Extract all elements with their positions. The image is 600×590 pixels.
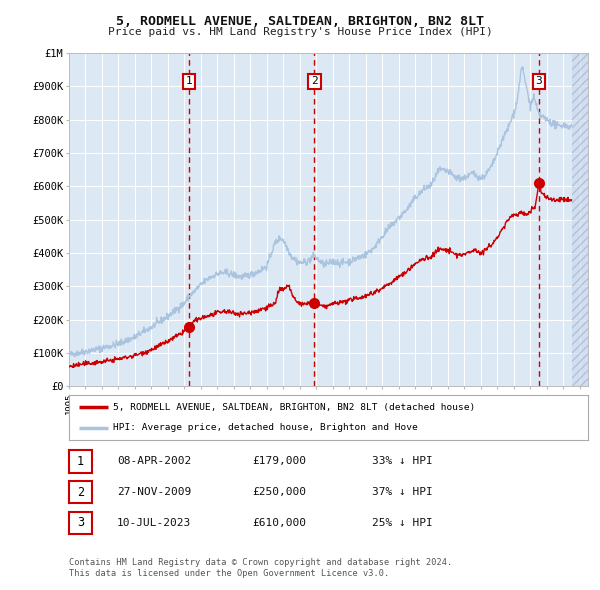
Text: 37% ↓ HPI: 37% ↓ HPI xyxy=(372,487,433,497)
Text: 2: 2 xyxy=(77,486,84,499)
Text: 1: 1 xyxy=(185,77,192,86)
Text: £250,000: £250,000 xyxy=(252,487,306,497)
Text: 27-NOV-2009: 27-NOV-2009 xyxy=(117,487,191,497)
Text: Price paid vs. HM Land Registry's House Price Index (HPI): Price paid vs. HM Land Registry's House … xyxy=(107,27,493,37)
Text: 2: 2 xyxy=(311,77,318,86)
Text: £610,000: £610,000 xyxy=(252,518,306,527)
Text: HPI: Average price, detached house, Brighton and Hove: HPI: Average price, detached house, Brig… xyxy=(113,423,418,432)
Text: 33% ↓ HPI: 33% ↓ HPI xyxy=(372,457,433,466)
Text: 10-JUL-2023: 10-JUL-2023 xyxy=(117,518,191,527)
Text: Contains HM Land Registry data © Crown copyright and database right 2024.: Contains HM Land Registry data © Crown c… xyxy=(69,558,452,566)
Text: 5, RODMELL AVENUE, SALTDEAN, BRIGHTON, BN2 8LT: 5, RODMELL AVENUE, SALTDEAN, BRIGHTON, B… xyxy=(116,15,484,28)
Text: 3: 3 xyxy=(77,516,84,529)
Text: 3: 3 xyxy=(536,77,542,86)
Text: £179,000: £179,000 xyxy=(252,457,306,466)
Text: 5, RODMELL AVENUE, SALTDEAN, BRIGHTON, BN2 8LT (detached house): 5, RODMELL AVENUE, SALTDEAN, BRIGHTON, B… xyxy=(113,403,475,412)
Text: This data is licensed under the Open Government Licence v3.0.: This data is licensed under the Open Gov… xyxy=(69,569,389,578)
Bar xyxy=(572,53,588,386)
Text: 25% ↓ HPI: 25% ↓ HPI xyxy=(372,518,433,527)
Text: 1: 1 xyxy=(77,455,84,468)
Text: 08-APR-2002: 08-APR-2002 xyxy=(117,457,191,466)
